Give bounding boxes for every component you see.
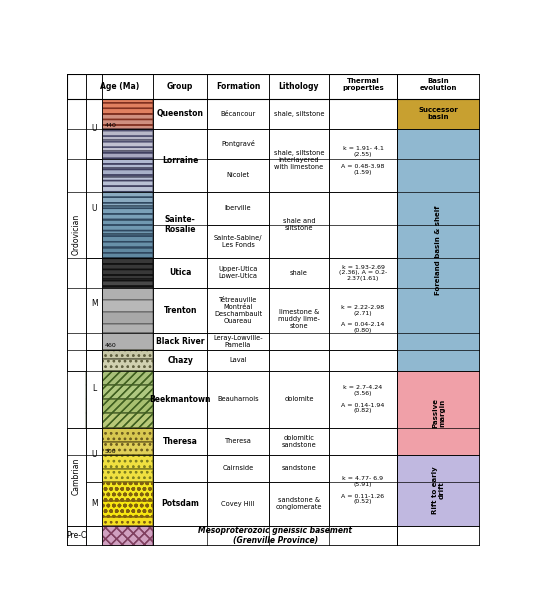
Bar: [86, 220, 154, 234]
Bar: [207, 224, 269, 257]
Bar: [102, 159, 154, 168]
Text: Pontgravé: Pontgravé: [221, 140, 255, 147]
Bar: [86, 177, 154, 191]
Text: Potsdam: Potsdam: [161, 500, 199, 508]
Bar: [102, 442, 154, 455]
Bar: [102, 413, 154, 428]
Bar: [102, 113, 154, 129]
Bar: [397, 371, 480, 455]
Bar: [207, 428, 269, 455]
Bar: [86, 168, 154, 177]
Bar: [86, 113, 154, 129]
Bar: [86, 140, 154, 151]
Bar: [86, 159, 102, 257]
Text: Group: Group: [167, 82, 193, 91]
Bar: [102, 177, 154, 191]
Bar: [207, 99, 269, 129]
Bar: [86, 371, 154, 385]
Bar: [102, 482, 154, 501]
Bar: [86, 468, 154, 482]
Bar: [269, 455, 329, 482]
Bar: [102, 288, 154, 300]
Bar: [154, 99, 207, 129]
Bar: [207, 191, 269, 224]
Bar: [207, 455, 269, 482]
Text: Thermal
properties: Thermal properties: [342, 78, 384, 91]
Bar: [86, 482, 102, 526]
Bar: [102, 151, 154, 159]
Bar: [154, 428, 207, 455]
Text: Ordovician: Ordovician: [72, 214, 81, 256]
Text: Nicolet: Nicolet: [227, 172, 249, 178]
Bar: [86, 288, 154, 300]
Text: dolomite: dolomite: [284, 396, 314, 402]
Text: sandstone &
conglomerate: sandstone & conglomerate: [276, 497, 322, 510]
Bar: [102, 129, 154, 140]
Text: shale: shale: [290, 270, 308, 276]
Bar: [86, 257, 102, 349]
Bar: [86, 371, 154, 385]
Bar: [102, 206, 154, 220]
Bar: [269, 129, 329, 191]
Bar: [102, 140, 154, 151]
Bar: [86, 191, 154, 206]
Bar: [102, 455, 154, 468]
Bar: [154, 371, 207, 428]
Bar: [86, 159, 154, 168]
Bar: [207, 371, 269, 428]
Bar: [86, 468, 154, 482]
Text: 460: 460: [104, 343, 116, 348]
Bar: [86, 501, 154, 517]
Text: M: M: [91, 500, 98, 508]
Text: limestone &
muddy lime-
stone: limestone & muddy lime- stone: [278, 309, 320, 329]
Text: Utica: Utica: [169, 268, 191, 278]
Bar: [86, 442, 154, 455]
Bar: [207, 333, 269, 349]
Bar: [86, 455, 154, 468]
Bar: [102, 455, 154, 468]
Text: k = 2.22-2.98
(2.71)

A = 0.04-2.14
(0.80): k = 2.22-2.98 (2.71) A = 0.04-2.14 (0.80…: [341, 305, 385, 333]
Bar: [102, 279, 154, 288]
Text: U: U: [92, 204, 97, 213]
Bar: [102, 177, 154, 191]
Bar: [154, 191, 207, 257]
Bar: [154, 257, 207, 288]
Bar: [102, 257, 154, 279]
Bar: [269, 191, 329, 257]
Bar: [102, 428, 154, 442]
Bar: [329, 129, 397, 191]
Bar: [86, 248, 154, 257]
Bar: [269, 371, 329, 428]
Bar: [86, 517, 154, 526]
Bar: [397, 526, 480, 546]
Bar: [397, 455, 480, 526]
Bar: [102, 333, 154, 349]
Bar: [102, 468, 154, 482]
Bar: [329, 99, 397, 129]
Bar: [329, 455, 397, 526]
Bar: [86, 333, 154, 349]
Bar: [102, 113, 154, 129]
Text: Chazy: Chazy: [167, 356, 193, 365]
Bar: [154, 129, 207, 191]
Bar: [154, 526, 397, 546]
Bar: [329, 257, 397, 288]
Bar: [86, 168, 154, 177]
Bar: [102, 248, 154, 257]
Bar: [102, 349, 154, 359]
Bar: [86, 399, 154, 413]
Bar: [269, 428, 329, 455]
Bar: [86, 300, 154, 312]
Bar: [102, 234, 154, 248]
Text: k = 2.7-4.24
(3.56)

A = 0.14-1.94
(0.82): k = 2.7-4.24 (3.56) A = 0.14-1.94 (0.82): [341, 385, 385, 413]
Text: Mesoproterozoic gneissic basement
(Grenville Province): Mesoproterozoic gneissic basement (Grenv…: [198, 526, 352, 546]
Text: Covey Hill: Covey Hill: [221, 501, 255, 507]
Text: 500: 500: [104, 449, 116, 454]
Bar: [207, 349, 269, 371]
Bar: [67, 428, 86, 526]
Bar: [86, 248, 154, 257]
Bar: [102, 99, 154, 113]
Text: Lorraine: Lorraine: [162, 156, 198, 165]
Bar: [86, 279, 154, 288]
Text: sandstone: sandstone: [281, 465, 317, 471]
